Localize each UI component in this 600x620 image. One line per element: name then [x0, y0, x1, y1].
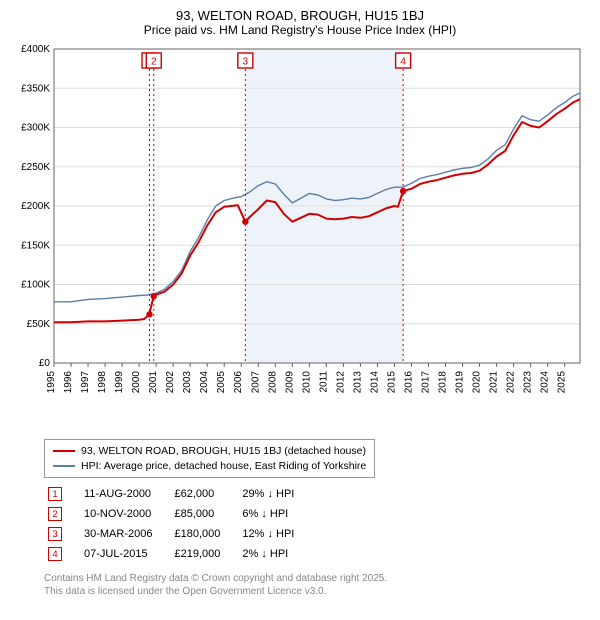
- svg-text:2011: 2011: [318, 371, 329, 393]
- svg-text:2016: 2016: [403, 371, 414, 394]
- chart-subtitle: Price paid vs. HM Land Registry's House …: [10, 23, 590, 37]
- svg-text:1995: 1995: [46, 371, 57, 394]
- svg-text:2014: 2014: [369, 371, 380, 394]
- svg-text:£150K: £150K: [21, 240, 50, 251]
- svg-text:2006: 2006: [233, 371, 244, 394]
- svg-text:2025: 2025: [557, 371, 568, 394]
- svg-text:£250K: £250K: [21, 162, 50, 173]
- legend-swatch: [53, 450, 75, 452]
- sale-date: 11-AUG-2000: [80, 484, 170, 504]
- sale-diff: 6% ↓ HPI: [238, 504, 312, 524]
- footer-line-2: This data is licensed under the Open Gov…: [44, 585, 590, 598]
- sale-date: 10-NOV-2000: [80, 504, 170, 524]
- svg-text:2018: 2018: [438, 371, 449, 394]
- svg-text:2024: 2024: [540, 371, 551, 394]
- sale-diff: 12% ↓ HPI: [238, 524, 312, 544]
- svg-text:£0: £0: [39, 358, 51, 369]
- svg-text:2008: 2008: [267, 371, 278, 394]
- legend-label: 93, WELTON ROAD, BROUGH, HU15 1BJ (detac…: [81, 444, 366, 459]
- chart-container: 93, WELTON ROAD, BROUGH, HU15 1BJ Price …: [0, 0, 600, 604]
- chart-title: 93, WELTON ROAD, BROUGH, HU15 1BJ: [10, 8, 590, 23]
- svg-text:2019: 2019: [455, 371, 466, 394]
- svg-text:£50K: £50K: [27, 319, 51, 330]
- sale-diff: 29% ↓ HPI: [238, 484, 312, 504]
- sale-date: 07-JUL-2015: [80, 544, 170, 564]
- svg-text:1999: 1999: [114, 371, 125, 394]
- svg-text:4: 4: [400, 57, 406, 68]
- footer-text: Contains HM Land Registry data © Crown c…: [44, 572, 590, 598]
- svg-text:2010: 2010: [301, 371, 312, 394]
- svg-text:2004: 2004: [199, 371, 210, 394]
- svg-text:£100K: £100K: [21, 280, 50, 291]
- svg-text:£300K: £300K: [21, 123, 50, 134]
- sale-date: 30-MAR-2006: [80, 524, 170, 544]
- svg-text:2017: 2017: [420, 371, 431, 394]
- svg-text:1997: 1997: [80, 371, 91, 394]
- svg-text:2002: 2002: [165, 371, 176, 394]
- footer-line-1: Contains HM Land Registry data © Crown c…: [44, 572, 590, 585]
- sale-price: £85,000: [170, 504, 238, 524]
- svg-text:2009: 2009: [284, 371, 295, 394]
- svg-text:2001: 2001: [148, 371, 159, 394]
- svg-text:2023: 2023: [523, 371, 534, 394]
- svg-text:2: 2: [151, 57, 157, 68]
- sale-marker-box: 1: [48, 487, 62, 501]
- svg-text:2007: 2007: [250, 371, 261, 394]
- legend-label: HPI: Average price, detached house, East…: [81, 459, 366, 474]
- svg-text:3: 3: [243, 57, 249, 68]
- sale-marker-box: 4: [48, 547, 62, 561]
- svg-text:£400K: £400K: [21, 44, 50, 55]
- svg-text:2012: 2012: [335, 371, 346, 394]
- svg-text:1998: 1998: [97, 371, 108, 394]
- table-row: 4 07-JUL-2015£219,0002% ↓ HPI: [44, 544, 312, 564]
- sales-table: 1 11-AUG-2000£62,00029% ↓ HPI 2 10-NOV-2000…: [44, 484, 312, 564]
- svg-text:1996: 1996: [63, 371, 74, 394]
- line-chart-svg: £0 £50K £100K £150K £200K £250K £300K £350K £400…: [10, 43, 590, 433]
- svg-text:2003: 2003: [182, 371, 193, 394]
- legend-row: 93, WELTON ROAD, BROUGH, HU15 1BJ (detac…: [53, 444, 366, 459]
- svg-text:2015: 2015: [386, 371, 397, 394]
- legend-swatch: [53, 465, 75, 466]
- svg-text:2005: 2005: [216, 371, 227, 394]
- sale-price: £180,000: [170, 524, 238, 544]
- svg-text:2022: 2022: [506, 371, 517, 394]
- svg-text:£350K: £350K: [21, 83, 50, 94]
- legend: 93, WELTON ROAD, BROUGH, HU15 1BJ (detac…: [44, 439, 375, 478]
- svg-text:2000: 2000: [131, 371, 142, 394]
- sale-marker-box: 3: [48, 527, 62, 541]
- legend-row: HPI: Average price, detached house, East…: [53, 459, 366, 474]
- svg-text:2021: 2021: [489, 371, 500, 394]
- svg-text:£200K: £200K: [21, 201, 50, 212]
- sale-marker-box: 2: [48, 507, 62, 521]
- chart-plot: £0 £50K £100K £150K £200K £250K £300K £350K £400…: [10, 43, 590, 433]
- svg-text:2013: 2013: [352, 371, 363, 394]
- table-row: 3 30-MAR-2006£180,00012% ↓ HPI: [44, 524, 312, 544]
- sale-price: £62,000: [170, 484, 238, 504]
- table-row: 1 11-AUG-2000£62,00029% ↓ HPI: [44, 484, 312, 504]
- svg-text:2020: 2020: [472, 371, 483, 394]
- sale-price: £219,000: [170, 544, 238, 564]
- sale-diff: 2% ↓ HPI: [238, 544, 312, 564]
- table-row: 2 10-NOV-2000£85,0006% ↓ HPI: [44, 504, 312, 524]
